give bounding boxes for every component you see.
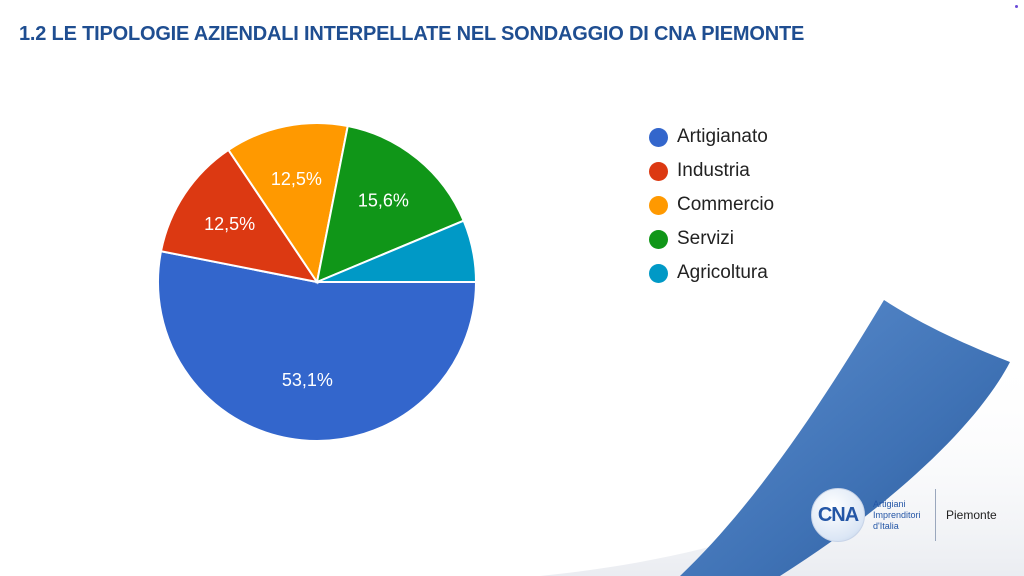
legend-item-servizi: Servizi xyxy=(649,222,774,256)
pie-slice-artigianato xyxy=(157,250,478,442)
legend-item-industria: Industria xyxy=(649,154,774,188)
legend-item-artigianato: Artigianato xyxy=(649,120,774,154)
page-curl-flap xyxy=(680,300,1010,576)
pie-data-label: 12,5% xyxy=(271,169,322,189)
legend-item-commercio: Commercio xyxy=(649,188,774,222)
logo-text-line: Imprenditori xyxy=(873,509,921,520)
logo-divider xyxy=(935,489,936,541)
chart-legend: Artigianato Industria Commercio Servizi … xyxy=(649,120,774,290)
slide-title: 1.2 LE TIPOLOGIE AZIENDALI INTERPELLATE … xyxy=(19,23,805,45)
cna-logo-badge: CNA xyxy=(811,488,865,542)
corner-dot xyxy=(1015,5,1018,8)
pie-slice-agricoltura xyxy=(316,219,478,283)
legend-swatch xyxy=(649,195,668,215)
cna-logo-mark: CNA xyxy=(817,503,859,526)
cna-logo-text: Artigiani Imprenditori d'Italia xyxy=(873,499,931,532)
pie-data-label: 15,6% xyxy=(358,191,409,211)
legend-swatch xyxy=(649,263,668,283)
pie-chart: 53,1% 12,5% 12,5% 15,6% xyxy=(157,122,478,442)
legend-label: Agricoltura xyxy=(677,262,768,283)
legend-swatch xyxy=(649,127,668,147)
pie-slice-industria xyxy=(159,148,320,284)
legend-swatch xyxy=(649,161,668,181)
logo-text-line: Artigiani xyxy=(873,498,906,509)
pie-data-label: 53,1% xyxy=(282,370,333,390)
cna-logo: CNA Artigiani Imprenditori d'Italia Piem… xyxy=(811,488,997,542)
legend-label: Commercio xyxy=(677,194,775,215)
legend-label: Servizi xyxy=(677,228,735,249)
legend-swatch xyxy=(649,229,668,249)
logo-region: Piemonte xyxy=(946,508,997,522)
logo-text-line: d'Italia xyxy=(873,520,899,531)
legend-label: Industria xyxy=(677,160,750,181)
legend-label: Artigianato xyxy=(677,126,768,147)
pie-data-label: 12,5% xyxy=(204,214,255,234)
pie-slice-commercio xyxy=(227,122,349,285)
pie-slice-servizi xyxy=(315,124,466,284)
legend-item-agricoltura: Agricoltura xyxy=(649,256,774,290)
